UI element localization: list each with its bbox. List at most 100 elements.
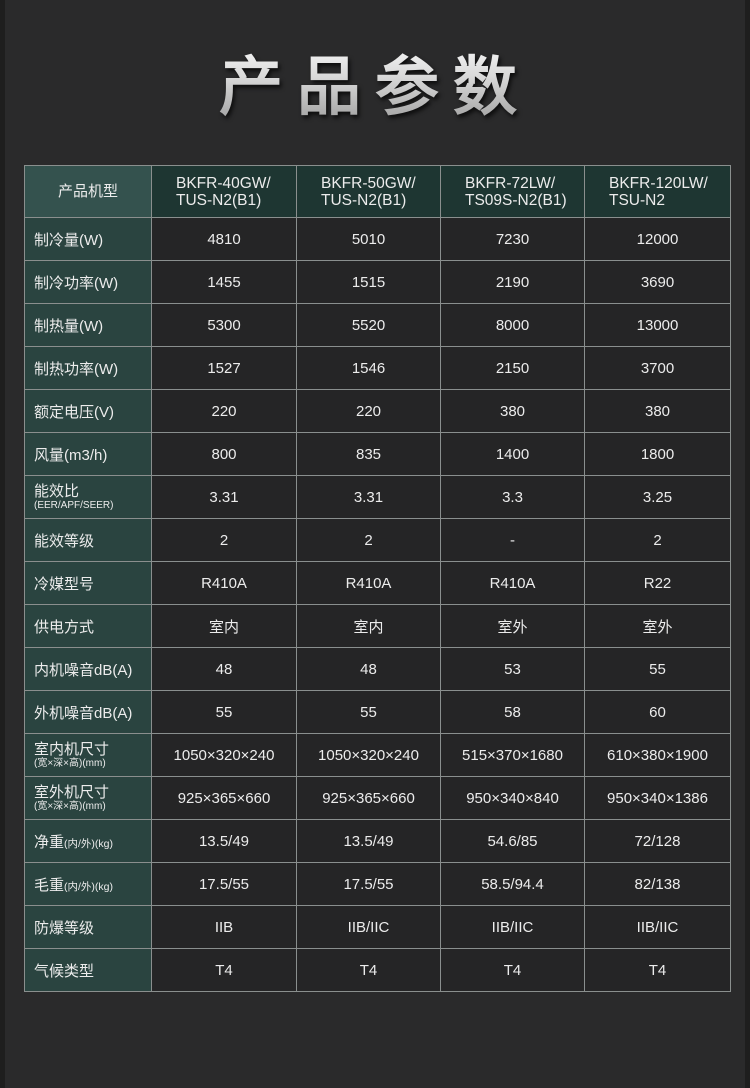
row-label-text: 供电方式 <box>34 618 95 636</box>
table-cell: 5300 <box>151 303 297 347</box>
table-cell: 17.5/55 <box>296 862 441 906</box>
table-cell: 4810 <box>151 217 297 261</box>
table-cell: R410A <box>151 561 297 605</box>
row-label: 能效等级 <box>24 518 152 562</box>
table-cell: 925×365×660 <box>151 776 297 820</box>
table-row: 制热量(W) 5300 5520 8000 13000 <box>24 303 731 347</box>
model-header: BKFR-40GW/TUS-N2(B1) <box>151 165 297 218</box>
row-label-sub: (EER/APF/SEER) <box>34 500 114 511</box>
row-label-text: 制热量(W) <box>34 317 104 335</box>
row-label: 制热量(W) <box>24 303 152 347</box>
row-label: 外机噪音dB(A) <box>24 690 152 734</box>
table-cell: 58 <box>440 690 585 734</box>
table-cell: 1515 <box>296 260 441 304</box>
row-label-text: 额定电压(V) <box>34 403 114 421</box>
table-cell: 2 <box>151 518 297 562</box>
table-cell: R410A <box>440 561 585 605</box>
table-cell: 55 <box>151 690 297 734</box>
row-label: 室外机尺寸 (宽×深×高)(mm) <box>24 776 152 820</box>
table-row: 制冷量(W) 4810 5010 7230 12000 <box>24 217 731 261</box>
table-cell: T4 <box>440 948 585 992</box>
model-name-line: TUS-N2(B1) <box>321 191 407 209</box>
table-cell: 13.5/49 <box>296 819 441 863</box>
table-cell: 5520 <box>296 303 441 347</box>
model-name-line: BKFR-50GW/ <box>321 174 416 192</box>
table-cell: 室内 <box>151 604 297 648</box>
table-cell: 8000 <box>440 303 585 347</box>
table-cell: 48 <box>151 647 297 691</box>
table-cell: 1527 <box>151 346 297 390</box>
row-label-text: 能效比 <box>34 483 80 500</box>
table-cell: 55 <box>584 647 731 691</box>
table-cell: 220 <box>151 389 297 433</box>
table-cell: 48 <box>296 647 441 691</box>
table-cell: 13.5/49 <box>151 819 297 863</box>
table-row: 能效比 (EER/APF/SEER) 3.31 3.31 3.3 3.25 <box>24 475 731 519</box>
table-cell: 1050×320×240 <box>296 733 441 777</box>
table-cell: 1400 <box>440 432 585 476</box>
model-name-line: TS09S-N2(B1) <box>465 191 567 209</box>
model-header: BKFR-72LW/TS09S-N2(B1) <box>440 165 585 218</box>
table-row: 防爆等级 IIB IIB/IIC IIB/IIC IIB/IIC <box>24 905 731 949</box>
row-label: 制冷功率(W) <box>24 260 152 304</box>
row-label-sub: (内/外)(kg) <box>64 837 114 850</box>
header-row: 产品机型 BKFR-40GW/TUS-N2(B1) BKFR-50GW/TUS-N2… <box>24 165 731 218</box>
row-label-sub: (内/外)(kg) <box>64 880 114 893</box>
table-cell: 925×365×660 <box>296 776 441 820</box>
table-cell: 2190 <box>440 260 585 304</box>
table-cell: 5010 <box>296 217 441 261</box>
table-cell: 3.31 <box>296 475 441 519</box>
spec-table: 产品机型 BKFR-40GW/TUS-N2(B1) BKFR-50GW/TUS-N2… <box>24 165 731 992</box>
model-header: BKFR-120LW/TSU-N2 <box>584 165 731 218</box>
table-row: 额定电压(V) 220 220 380 380 <box>24 389 731 433</box>
row-label-text: 室内机尺寸 <box>34 741 110 758</box>
table-cell: 55 <box>296 690 441 734</box>
table-cell: 220 <box>296 389 441 433</box>
row-label: 制热功率(W) <box>24 346 152 390</box>
row-label: 毛重(内/外)(kg) <box>24 862 152 906</box>
table-cell: 12000 <box>584 217 731 261</box>
table-cell: 82/138 <box>584 862 731 906</box>
table-row: 风量(m3/h) 800 835 1400 1800 <box>24 432 731 476</box>
table-cell: - <box>440 518 585 562</box>
model-name-line: TUS-N2(B1) <box>176 191 262 209</box>
header-label: 产品机型 <box>24 165 152 218</box>
table-cell: 950×340×840 <box>440 776 585 820</box>
table-cell: 13000 <box>584 303 731 347</box>
row-label: 额定电压(V) <box>24 389 152 433</box>
table-cell: 800 <box>151 432 297 476</box>
model-name-line: BKFR-40GW/ <box>176 174 271 192</box>
table-cell: 950×340×1386 <box>584 776 731 820</box>
row-label: 风量(m3/h) <box>24 432 152 476</box>
row-label: 气候类型 <box>24 948 152 992</box>
row-label: 冷媒型号 <box>24 561 152 605</box>
table-cell: R22 <box>584 561 731 605</box>
table-cell: 380 <box>584 389 731 433</box>
table-cell: T4 <box>584 948 731 992</box>
table-cell: 3700 <box>584 346 731 390</box>
row-label: 室内机尺寸 (宽×深×高)(mm) <box>24 733 152 777</box>
table-cell: 3690 <box>584 260 731 304</box>
table-cell: 室外 <box>584 604 731 648</box>
table-cell: 380 <box>440 389 585 433</box>
table-cell: 7230 <box>440 217 585 261</box>
table-cell: 2 <box>296 518 441 562</box>
model-header: BKFR-50GW/TUS-N2(B1) <box>296 165 441 218</box>
row-label-text: 冷媒型号 <box>34 575 95 593</box>
table-cell: 610×380×1900 <box>584 733 731 777</box>
table-cell: 1800 <box>584 432 731 476</box>
table-cell: 3.31 <box>151 475 297 519</box>
table-row: 外机噪音dB(A) 55 55 58 60 <box>24 690 731 734</box>
table-cell: 835 <box>296 432 441 476</box>
table-row: 室内机尺寸 (宽×深×高)(mm) 1050×320×240 1050×320×240… <box>24 733 731 777</box>
row-label-sub: (宽×深×高)(mm) <box>34 758 106 769</box>
row-label: 供电方式 <box>24 604 152 648</box>
table-cell: 2150 <box>440 346 585 390</box>
row-label-text: 防爆等级 <box>34 919 95 937</box>
table-cell: T4 <box>151 948 297 992</box>
row-label-text: 内机噪音dB(A) <box>34 661 133 679</box>
table-cell: IIB <box>151 905 297 949</box>
row-label-text: 毛重 <box>34 876 65 894</box>
row-label-text: 风量(m3/h) <box>34 446 108 464</box>
table-cell: R410A <box>296 561 441 605</box>
